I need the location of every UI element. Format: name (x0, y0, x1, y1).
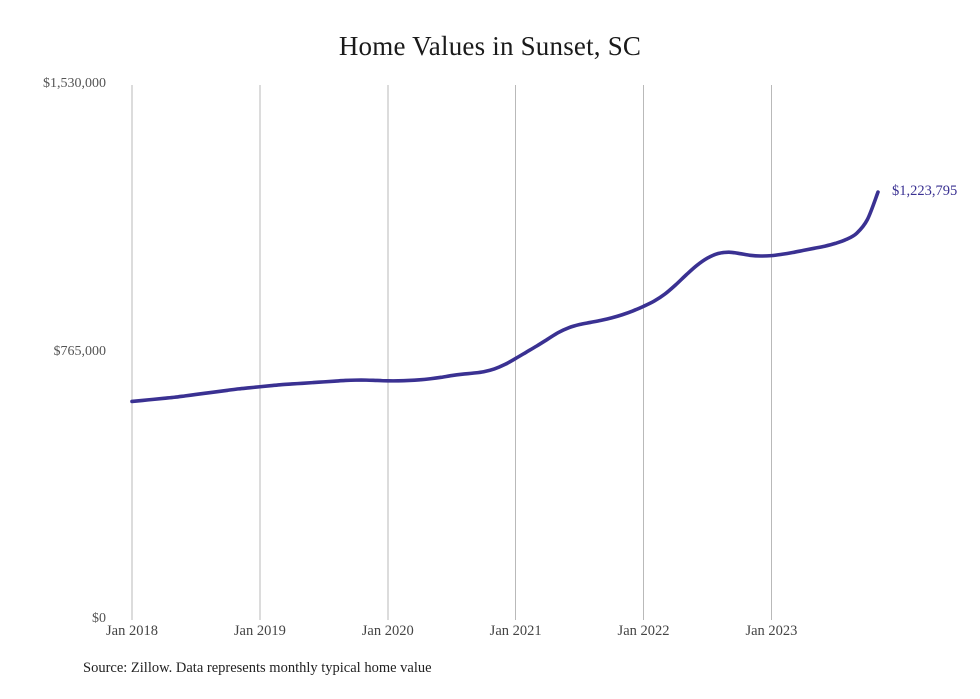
y-tick-label-0: $0 (92, 611, 106, 626)
source-note: Source: Zillow. Data represents monthly … (83, 660, 432, 676)
gridlines (131, 85, 772, 620)
x-tick-label-jan-2019: Jan 2019 (233, 623, 286, 639)
end-point-value-label: $1,223,795 (892, 183, 958, 200)
data-series-line (130, 190, 880, 404)
x-tick-label-jan-2020: Jan 2020 (361, 623, 414, 639)
x-tick-label-jan-2022: Jan 2022 (617, 623, 670, 639)
x-tick-label-jan-2021: Jan 2021 (489, 623, 542, 639)
y-tick-label-1: $765,000 (53, 343, 107, 359)
x-tick-label-jan-2023: Jan 2023 (745, 623, 798, 639)
y-tick-label-2: $1,530,000 (43, 76, 106, 91)
series-line-typical-home-value (130, 190, 880, 404)
chart-title: Home Values in Sunset, SC (338, 31, 642, 61)
x-tick-label-jan-2018: Jan 2018 (106, 623, 158, 639)
